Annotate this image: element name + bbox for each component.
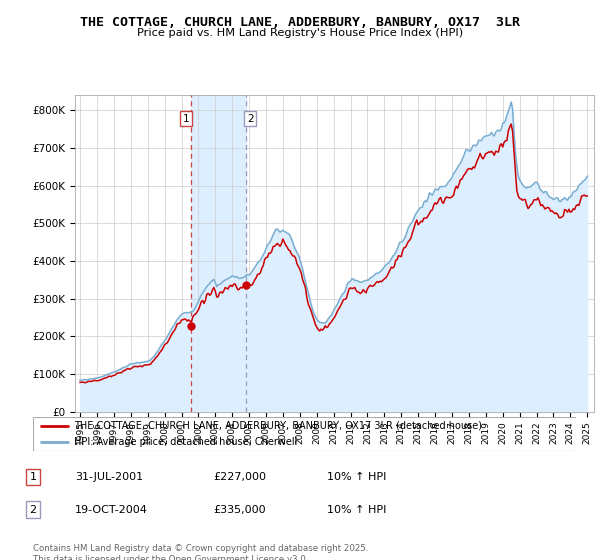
Text: 2: 2 [29,505,37,515]
Text: 1: 1 [29,472,37,482]
Text: THE COTTAGE, CHURCH LANE, ADDERBURY, BANBURY, OX17  3LR: THE COTTAGE, CHURCH LANE, ADDERBURY, BAN… [80,16,520,29]
Bar [191,95,246,412]
Text: Price paid vs. HM Land Registry's House Price Index (HPI): Price paid vs. HM Land Registry's House … [137,28,463,38]
Text: 2: 2 [247,114,254,124]
Text: 10% ↑ HPI: 10% ↑ HPI [327,505,386,515]
Text: 1: 1 [183,114,190,124]
Text: Contains HM Land Registry data © Crown copyright and database right 2025.
This d: Contains HM Land Registry data © Crown c… [33,544,368,560]
Text: HPI: Average price, detached house, Cherwell: HPI: Average price, detached house, Cher… [74,437,297,447]
Text: £227,000: £227,000 [213,472,266,482]
Text: 10% ↑ HPI: 10% ↑ HPI [327,472,386,482]
Text: 19-OCT-2004: 19-OCT-2004 [75,505,148,515]
Text: 31-JUL-2001: 31-JUL-2001 [75,472,143,482]
Text: £335,000: £335,000 [213,505,266,515]
Text: THE COTTAGE, CHURCH LANE, ADDERBURY, BANBURY, OX17 3LR (detached house): THE COTTAGE, CHURCH LANE, ADDERBURY, BAN… [74,421,482,431]
